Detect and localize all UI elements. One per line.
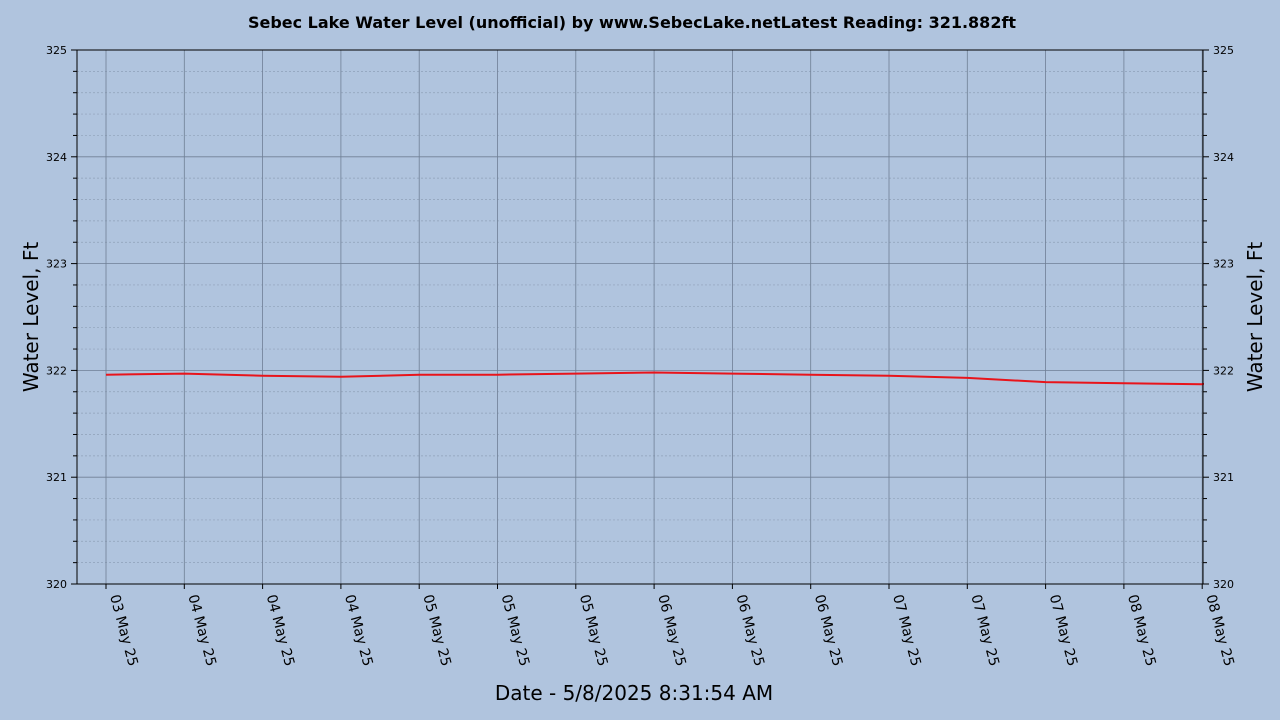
axes [71,49,1209,589]
y-tick-label-right: 322 [1213,364,1234,377]
x-tick-label: 05 May 25 [576,593,610,668]
water-level-series-line [105,371,1204,386]
y-tick-label-left: 320 [46,578,67,591]
x-tick-label: 06 May 25 [733,593,767,668]
x-tick-label: 06 May 25 [811,593,845,668]
x-tick-label: 04 May 25 [341,593,375,668]
y-tick-label-left: 324 [46,151,67,164]
grid-lines [77,49,1203,585]
x-tick-label: 08 May 25 [1124,593,1158,668]
y-tick-label-right: 321 [1213,471,1234,484]
series-layer [105,371,1204,386]
x-tick-label: 07 May 25 [889,593,923,668]
x-tick-label: 04 May 25 [263,593,297,668]
y-tick-label-left: 323 [46,258,67,271]
x-tick-label: 04 May 25 [184,593,218,668]
plot-area-border [76,49,1204,585]
y-tick-label-left: 321 [46,471,67,484]
y-tick-label-right: 323 [1213,258,1234,271]
y-tick-label-right: 324 [1213,151,1234,164]
y-tick-label-left: 325 [46,44,67,57]
y-tick-label-right: 325 [1213,44,1234,57]
chart-title: Sebec Lake Water Level (unofficial) by w… [248,13,1016,32]
y-axis-title-right: Water Level, Ft [1243,242,1267,392]
y-tick-label-left: 322 [46,364,67,377]
x-tick-label: 06 May 25 [654,593,688,668]
x-tick-label: 07 May 25 [967,593,1001,668]
x-tick-label: 08 May 25 [1202,593,1236,668]
axis-labels: 03 May 25 04 May 25 04 May 25 04 May 25 05 M… [46,44,1237,668]
x-tick-label: 05 May 25 [498,593,532,668]
x-axis-title: Date - 5/8/2025 8:31:54 AM [495,681,773,705]
y-tick-label-right: 320 [1213,578,1234,591]
y-axis-title-left: Water Level, Ft [19,242,43,392]
x-tick-label: 07 May 25 [1046,593,1080,668]
x-tick-label: 05 May 25 [419,593,453,668]
x-tick-label: 03 May 25 [106,593,140,668]
